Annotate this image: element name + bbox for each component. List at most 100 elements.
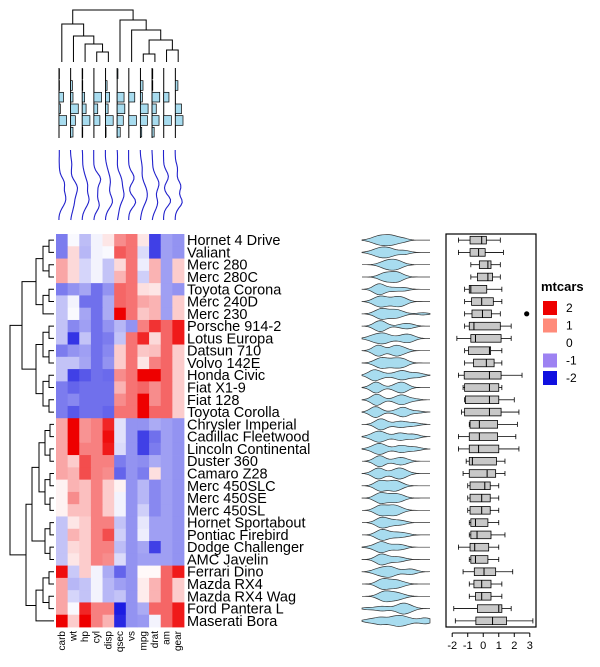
heatmap-cell [125, 516, 138, 530]
box [473, 567, 497, 576]
heatmap-cell [90, 516, 103, 530]
histogram-bar [175, 115, 184, 126]
heatmap-cell [102, 430, 115, 444]
heatmap-cell [56, 270, 69, 284]
heatmap-cell [102, 258, 115, 272]
heatmap-cell [125, 283, 138, 296]
heatmap-cell [102, 295, 115, 309]
heatmap-cell [67, 319, 80, 333]
histogram-bar [70, 115, 76, 126]
row-label: Honda Civic [187, 368, 265, 384]
density-curve [81, 149, 90, 221]
heatmap-cell [114, 246, 127, 259]
heatmap-cell [79, 319, 92, 333]
heatmap-cell [160, 283, 173, 296]
heatmap-cell [172, 442, 185, 456]
heatmap-cell [172, 332, 185, 345]
heatmap-cell [125, 344, 138, 358]
heatmap-cell [125, 430, 138, 444]
heatmap-cell [114, 528, 127, 542]
heatmap-cell [137, 393, 150, 407]
box [464, 395, 500, 405]
dendrogram-link [49, 472, 54, 487]
column-label: gear [173, 630, 184, 651]
heatmap-cell [149, 369, 162, 382]
heatmap-cell [79, 258, 92, 272]
heatmap-cell [125, 356, 138, 370]
row-label: Hornet Sportabout [187, 516, 306, 532]
heatmap-cell [125, 307, 138, 321]
heatmap-cell [137, 455, 150, 468]
heatmap-cell [67, 369, 80, 382]
heatmap-cell [149, 442, 162, 456]
heatmap-cell [114, 319, 127, 333]
row-label: Ford Pantera L [187, 602, 284, 618]
heatmap-cell [79, 270, 92, 284]
heatmap-cell [102, 516, 115, 530]
heatmap-cell [67, 565, 80, 579]
violin [361, 565, 431, 578]
column-label: am [162, 631, 173, 645]
heatmap-cell [125, 528, 138, 542]
heatmap-cell [90, 504, 103, 517]
heatmap-cell [67, 344, 80, 358]
heatmap-cell [137, 516, 150, 530]
dendrogram-link [49, 423, 54, 438]
row-label: Toyota Corolla [187, 405, 281, 421]
heatmap-cell [67, 491, 80, 505]
heatmap-cell [125, 577, 138, 591]
column-label: disp [103, 631, 114, 650]
heatmap-cell [114, 442, 127, 456]
violin [361, 307, 431, 320]
column-label: cyl [92, 631, 103, 643]
heatmap-cell [90, 602, 103, 616]
heatmap-cell [125, 565, 138, 579]
heatmap-cell [67, 541, 80, 554]
heatmap-cell [160, 553, 173, 566]
heatmap-cell [149, 307, 162, 321]
heatmap-cell [56, 332, 69, 345]
heatmap-cell [149, 344, 162, 358]
heatmap-cell [102, 246, 115, 259]
histogram-bar [151, 103, 157, 115]
dendrogram-link [48, 571, 54, 585]
dendrogram-link [48, 595, 54, 610]
heatmap-cell [102, 270, 115, 284]
dendrogram-link [42, 331, 49, 358]
heatmap-cell [56, 246, 69, 259]
heatmap-cell [56, 283, 69, 296]
heatmap-cell [137, 356, 150, 370]
density-curve [69, 149, 79, 221]
row-label: Maserati Bora [187, 614, 278, 630]
heatmap-cell [172, 405, 185, 419]
boxplot-frame [445, 233, 537, 628]
box [470, 334, 502, 343]
heatmap-cell [102, 418, 115, 431]
heatmap-cell [149, 381, 162, 395]
heatmap-cell [125, 295, 138, 309]
heatmap-cell [67, 246, 80, 259]
heatmap-cell [79, 602, 92, 616]
violin [362, 258, 430, 271]
heatmap-cell [102, 491, 115, 505]
row-label: Merc 450SL [187, 503, 265, 519]
heatmap-cell [102, 577, 115, 591]
heatmap-cell [90, 295, 103, 309]
row-label: Fiat X1-9 [187, 381, 246, 397]
histogram-bar [81, 91, 86, 103]
heatmap-cell [114, 455, 127, 468]
heatmap-cell [102, 319, 115, 333]
heatmap-cell [56, 614, 69, 628]
dendrogram-link [142, 53, 156, 62]
heatmap-cell [137, 418, 150, 431]
box [468, 285, 488, 294]
heatmap-cell [149, 602, 162, 616]
heatmap-cell [79, 516, 92, 530]
histogram-bar [140, 115, 148, 126]
heatmap-cell [149, 405, 162, 419]
heatmap-cell [137, 442, 150, 456]
heatmap-cell [56, 442, 69, 456]
heatmap-cell [90, 258, 103, 272]
